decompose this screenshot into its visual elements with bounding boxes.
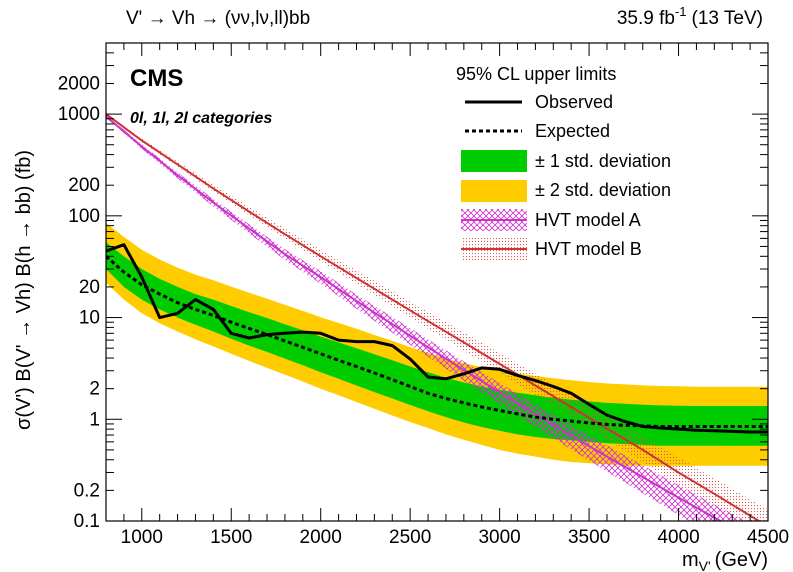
y-tick-label: 20 (79, 277, 100, 298)
lumi-energy: (13 TeV) (692, 8, 763, 29)
legend-title: 95% CL upper limits (456, 64, 616, 84)
lumi-value: 35.9 fb (617, 8, 675, 29)
cms-label: CMS (130, 65, 183, 92)
y-tick-label: 2 (89, 379, 100, 400)
y-tick-label: 0.2 (74, 480, 100, 501)
y-tick-label: 2000 (58, 73, 100, 94)
x-axis-title-main: m (682, 549, 699, 571)
x-axis-title: mV' (GeV) (682, 549, 768, 572)
x-tick-label: 1000 (121, 527, 163, 548)
x-tick-label: 4000 (657, 527, 699, 548)
legend-hvta-label: HVT model A (535, 210, 641, 230)
x-tick-label: 2000 (300, 527, 342, 548)
y-tick-label: 100 (68, 206, 100, 227)
x-axis-title-sub: V' (699, 558, 711, 572)
x-tick-label: 3500 (568, 527, 610, 548)
y-tick-label: 0.1 (74, 511, 100, 532)
observed-line (106, 243, 768, 434)
hvt-a-line (106, 115, 723, 521)
y-tick-label: 1 (89, 409, 100, 430)
legend-band2-swatch (461, 180, 527, 202)
legend-band1-label: ± 1 std. deviation (535, 151, 671, 171)
y-tick-label: 10 (79, 308, 100, 329)
hvt-b-band (106, 113, 768, 521)
x-tick-label: 1500 (210, 527, 252, 548)
y-tick-label: 1000 (58, 104, 100, 125)
y-tick-label: 200 (68, 175, 100, 196)
x-tick-label: 4500 (747, 527, 789, 548)
lumi-exponent: -1 (675, 4, 687, 19)
legend-expected-label: Expected (535, 121, 610, 141)
band-1sigma (106, 242, 768, 446)
x-tick-label: 3000 (478, 527, 520, 548)
legend-hvtb-label: HVT model B (535, 239, 642, 259)
x-tick-label: 2500 (389, 527, 431, 548)
process-title: V' → Vh → (νν,lν,ll)bb (126, 8, 310, 29)
lumi-label: 35.9 fb-1 (13 TeV) (617, 4, 763, 29)
y-axis-title: σ(V') B(V' → Vh) B(h → bb) (fb) (13, 150, 35, 430)
plot-frame (105, 42, 769, 522)
legend-band2-label: ± 2 std. deviation (535, 180, 671, 200)
legend-observed-label: Observed (535, 92, 613, 112)
x-axis-title-unit: (GeV) (715, 549, 768, 571)
legend: 95% CL upper limits Observed Expected ± … (456, 64, 671, 260)
categories-label: 0l, 1l, 2l categories (130, 110, 272, 127)
legend-band1-swatch (461, 150, 527, 172)
hvt-b-line (106, 113, 761, 521)
